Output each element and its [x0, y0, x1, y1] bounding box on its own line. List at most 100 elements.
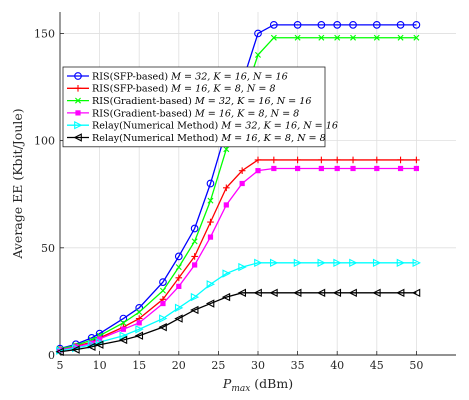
legend-label-math: M = 16, K = 8, N = 8 [170, 84, 275, 95]
series-point [396, 258, 406, 268]
series-point [294, 156, 301, 164]
series-point [349, 21, 357, 29]
series-point [159, 287, 166, 294]
series-point [255, 51, 261, 58]
legend-entry: Relay(Numerical Method) M = 32, K = 16, … [67, 121, 338, 132]
series-3 [57, 34, 420, 352]
series-point [190, 292, 200, 302]
legend-label-text: RIS(Gradient-based) [92, 108, 195, 119]
series-point [348, 288, 357, 298]
series-point [318, 34, 325, 41]
series-point [374, 165, 380, 172]
series-point [270, 34, 277, 41]
series-point [205, 299, 215, 308]
series-point [411, 288, 421, 298]
series-point [412, 258, 421, 268]
series-point [254, 258, 263, 268]
series-point [412, 21, 421, 29]
series-point [175, 274, 183, 282]
series-point [397, 156, 404, 164]
series-point [413, 34, 420, 41]
series-point [87, 342, 96, 352]
series-point [271, 165, 277, 172]
legend-label-text: Relay(Numerical Method) [92, 133, 221, 144]
legend-label-math: M = 16, K = 8, N = 8 [220, 133, 325, 144]
series-point [269, 21, 278, 29]
series-point [372, 288, 381, 298]
legend-label-math: M = 32, K = 16, N = 16 [194, 96, 312, 107]
series-point [372, 21, 381, 29]
series-point [134, 331, 144, 340]
series-point [136, 320, 142, 326]
series-2 [56, 156, 420, 353]
series-point [316, 288, 326, 298]
series-point [120, 326, 126, 332]
series-5 [56, 258, 421, 355]
legend-label-math: M = 32, K = 16, N = 16 [170, 71, 288, 82]
series-point [192, 262, 198, 268]
series-layer [55, 21, 421, 356]
series-point [349, 156, 357, 164]
x-tick-label: 20 [172, 359, 186, 372]
series-point [396, 21, 405, 29]
legend-marker [74, 72, 82, 80]
legend-label: RIS(SFP-based) M = 16, K = 8, N = 8 [92, 84, 276, 95]
series-point [294, 34, 301, 41]
series-4 [57, 165, 420, 353]
series-point [253, 288, 262, 298]
series-point [222, 269, 231, 278]
x-tick-label: 40 [330, 359, 344, 372]
x-tick-label: 10 [93, 359, 107, 372]
x-tick-label: 15 [132, 359, 146, 372]
series-point [397, 165, 404, 172]
legend-label: RIS(SFP-based) M = 32, K = 16, N = 16 [92, 71, 288, 82]
y-tick-label: 50 [41, 242, 55, 255]
legend: RIS(SFP-based) M = 32, K = 16, N = 16 RIS… [62, 66, 338, 148]
series-point [207, 218, 214, 226]
legend-marker [73, 133, 82, 142]
series-point [223, 146, 230, 153]
series-point [317, 21, 326, 29]
series-point [120, 319, 127, 326]
x-tick-label: 35 [291, 359, 305, 372]
series-6 [55, 288, 421, 356]
series-point [332, 288, 342, 298]
series-point [254, 29, 262, 38]
y-tick-label: 0 [48, 349, 55, 362]
legend-entry: RIS(Gradient-based) M = 32, K = 16, N = … [67, 96, 311, 107]
series-point [270, 156, 278, 164]
legend-label-math: M = 16, K = 8, N = 8 [194, 108, 299, 119]
series-point [191, 253, 198, 260]
series-point [293, 21, 302, 29]
series-point [190, 224, 199, 233]
series-point [318, 156, 325, 164]
series-point [175, 264, 182, 271]
legend-marker [74, 85, 82, 92]
series-point [238, 167, 246, 174]
series-point [349, 258, 358, 268]
series-point [238, 262, 247, 272]
series-point [254, 156, 262, 164]
series-point [333, 21, 342, 29]
series-point [176, 283, 182, 290]
series-point [206, 280, 216, 289]
series-point [255, 168, 261, 174]
series-point [293, 258, 303, 268]
series-point [269, 288, 278, 298]
legend-marker [75, 97, 81, 104]
y-tick-label: 100 [34, 135, 55, 148]
legend-label: RIS(Gradient-based) M = 32, K = 16, N = … [92, 96, 311, 107]
series-point [269, 258, 279, 268]
x-tick-label: 5 [57, 359, 64, 372]
legend-entry: RIS(SFP-based) M = 16, K = 8, N = 8 [67, 84, 276, 95]
series-point [318, 165, 324, 172]
legend-label-text: RIS(Gradient-based) [92, 96, 195, 107]
y-axis-label: Average EE (Kbit/Joule) [10, 108, 25, 259]
series-point [95, 337, 105, 347]
series-point [334, 165, 340, 172]
series-point [317, 258, 326, 268]
x-tick-label: 30 [251, 359, 265, 372]
series-point [135, 303, 144, 312]
series-point [71, 345, 80, 354]
series-point [118, 335, 128, 345]
